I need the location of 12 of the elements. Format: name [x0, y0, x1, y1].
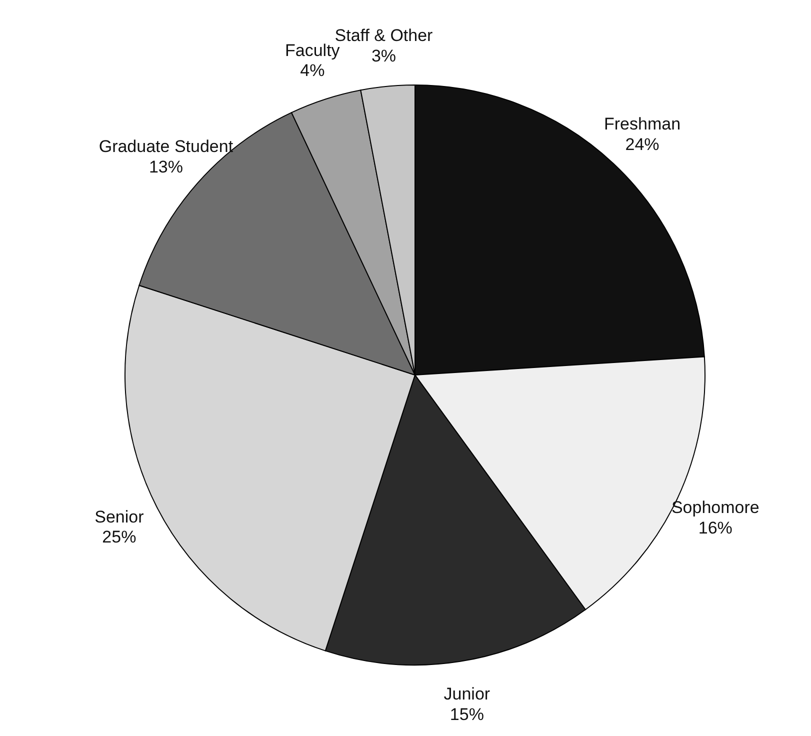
data-label: 3%: [371, 46, 396, 66]
slice-label: Sophomore: [671, 498, 760, 517]
slice-label: Freshman: [604, 114, 681, 134]
slice-label: Junior: [444, 684, 490, 704]
data-label: 16%: [698, 518, 732, 538]
slice-label: Graduate Student: [98, 137, 234, 156]
data-label: 15%: [450, 704, 484, 724]
data-label: 25%: [102, 528, 136, 547]
data-label: 4%: [300, 61, 325, 80]
data-label: 13%: [148, 157, 183, 176]
data-label: 24%: [625, 134, 660, 154]
slice-label: Senior: [94, 507, 144, 526]
